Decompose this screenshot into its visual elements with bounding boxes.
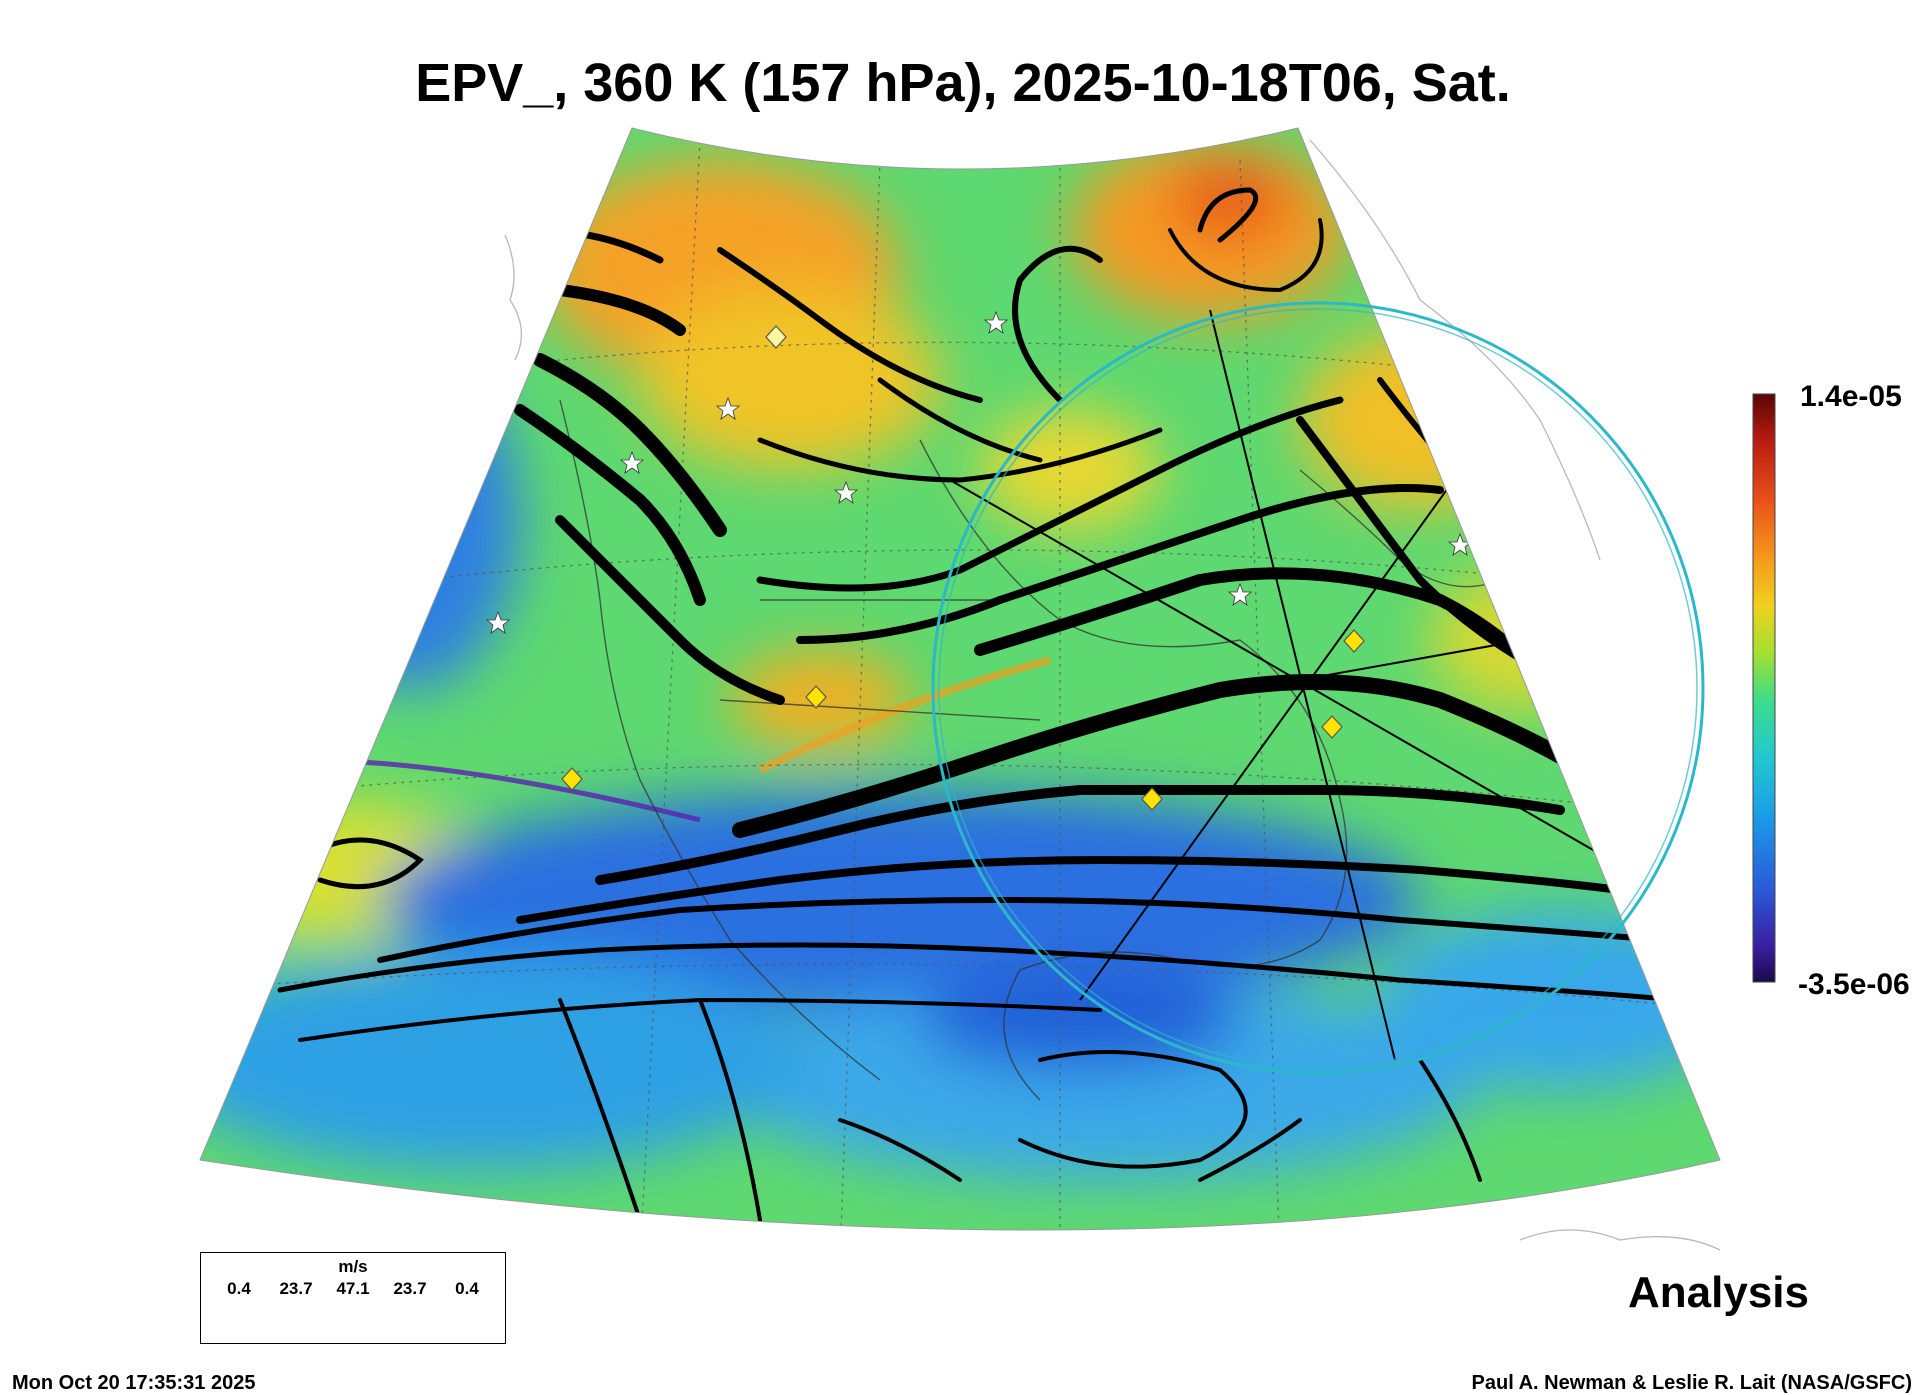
speed-legend-value: 0.4 [227,1279,251,1298]
colorbar [1752,393,1776,983]
speed-legend-value: 0.4 [455,1279,479,1298]
timestamp: Mon Oct 20 17:35:31 2025 [12,1372,256,1394]
map-sector-outline [199,127,1721,1231]
range-circle [931,301,1705,1075]
colorbar-max-label: 1.4e-05 [1800,380,1902,413]
page-title: EPV_, 360 K (157 hPa), 2025-10-18T06, Sa… [415,53,1511,113]
epv-field [200,128,1720,1230]
speed-legend-unit: m/s [338,1257,368,1276]
analysis-label: Analysis [1628,1268,1809,1317]
speed-legend-value: 47.1 [336,1279,370,1298]
credit: Paul A. Newman & Leslie R. Lait (NASA/GS… [1471,1372,1912,1394]
speed-legend-value: 23.7 [393,1279,427,1298]
speed-legend: m/s 0.4 23.7 47.1 23.7 0.4 [200,1252,506,1344]
colorbar-min-label: -3.5e-06 [1798,968,1910,1001]
speed-legend-value: 23.7 [279,1279,313,1298]
